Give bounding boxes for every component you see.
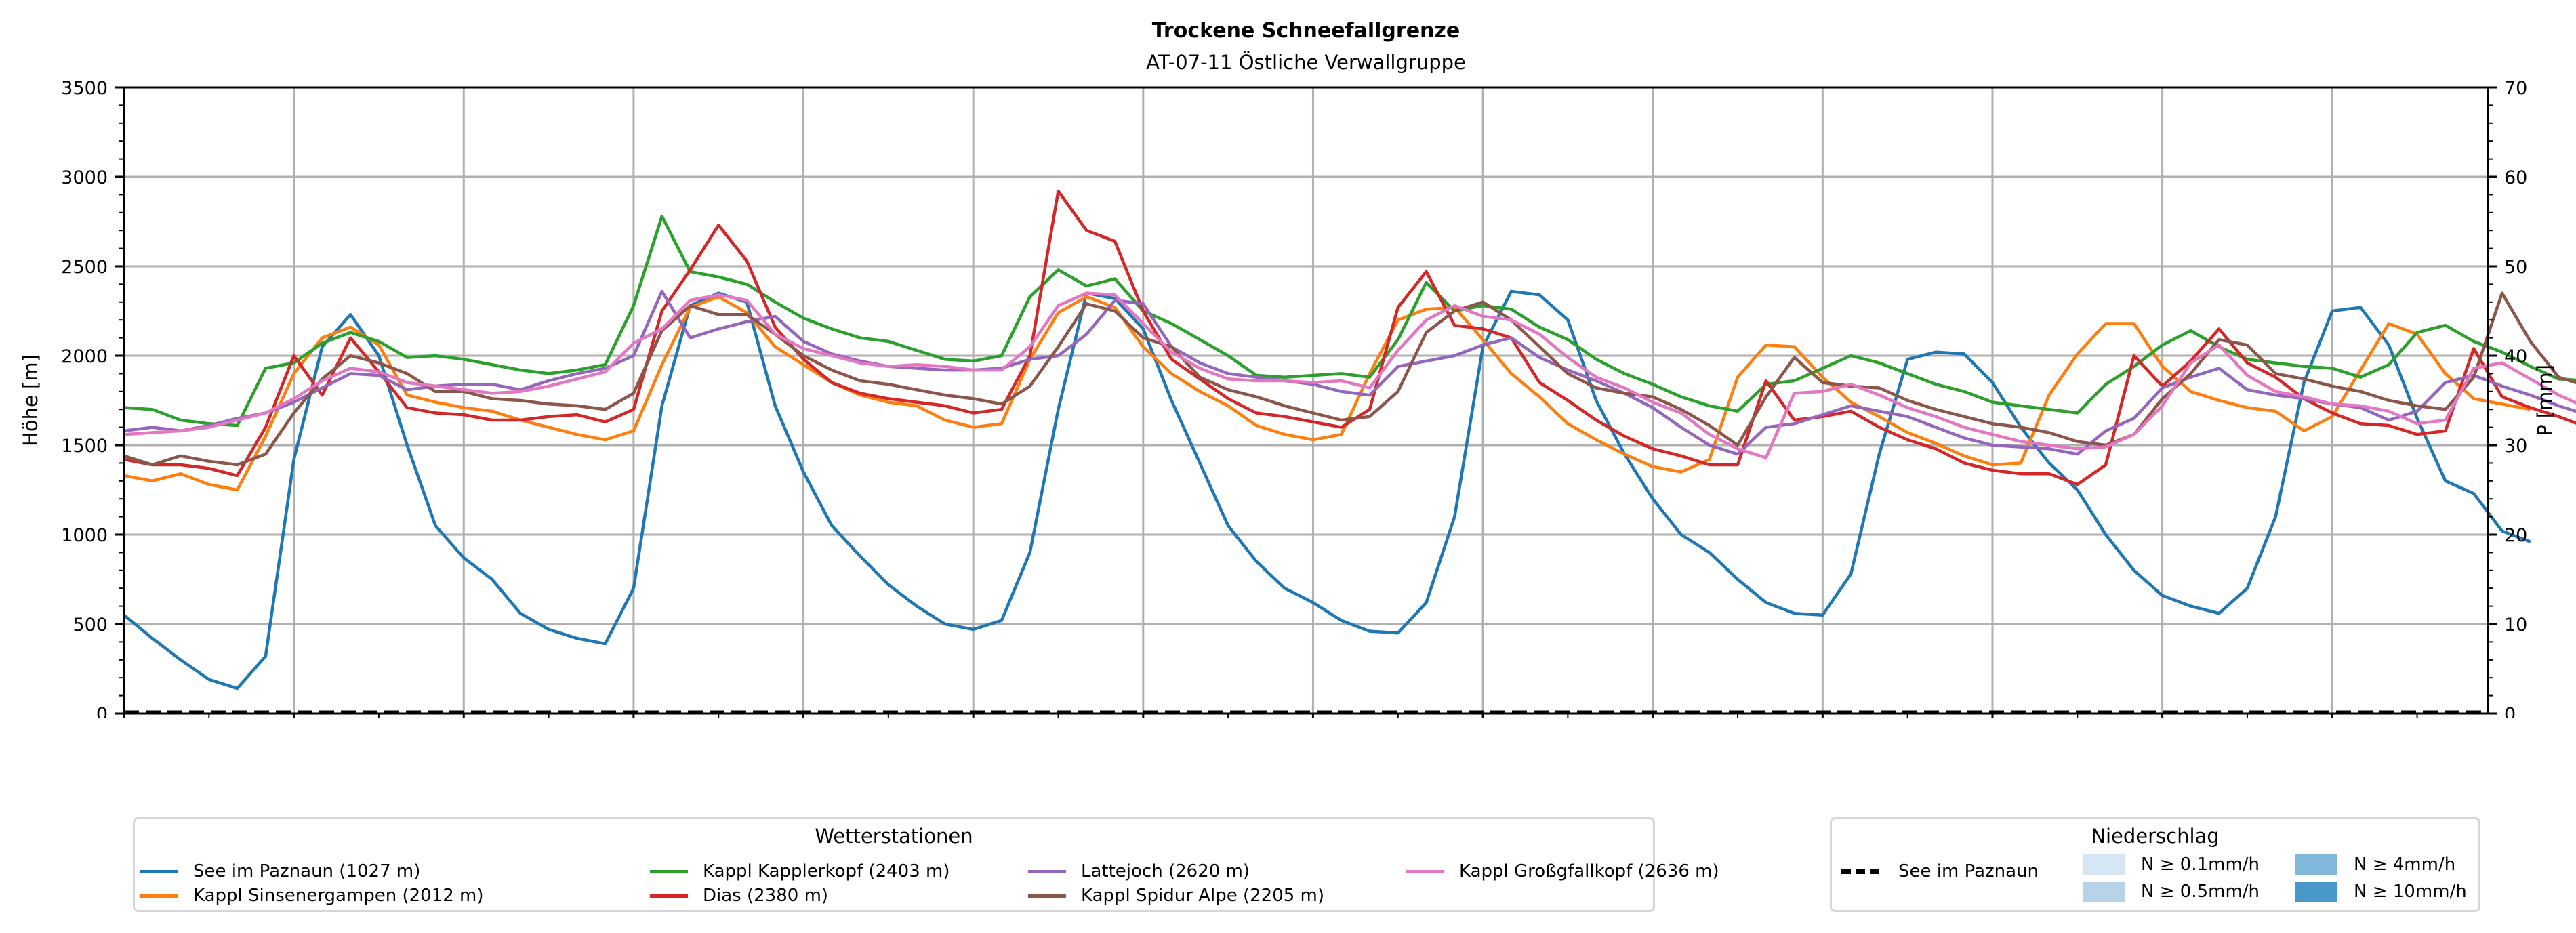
series-lines (123, 189, 2576, 690)
y-tick-label: 3500 (61, 78, 108, 99)
legend-item-station: See im Paznaun (1027 m) (140, 861, 420, 882)
legend-item-station: Kappl Großgfallkopf (2636 m) (1406, 861, 1719, 882)
legend-label: Kappl Kapplerkopf (2403 m) (703, 861, 950, 882)
y-tick-label: 3000 (61, 167, 108, 188)
legend-item-station: Kappl Kapplerkopf (2403 m) (650, 861, 949, 882)
grid (124, 87, 2488, 713)
series-line-6 (123, 291, 2576, 459)
y-tick-label: 1000 (61, 525, 108, 546)
y-tick-label: 2500 (61, 257, 108, 278)
y-axis-left: 0 500 1000 1500 2000 2500 3000 3500 (61, 78, 2493, 718)
y-tick-label: 1500 (61, 436, 108, 457)
legend-item-station: Kappl Sinsenergampen (2012 m) (140, 886, 484, 906)
y-tick-label-right: 10 (2504, 615, 2527, 636)
legend-item-precip: N ≥ 10mm/h (2295, 882, 2467, 902)
x-axis: 05.Mar00:0005.Mar12:0006.Mar00:0006.Mar1… (123, 713, 2418, 718)
chart: Trockene Schneefallgrenze AT-07-11 Östli… (19, 19, 2576, 718)
legend-item-precip: N ≥ 0.5mm/h (2083, 882, 2260, 902)
series-line-4 (123, 289, 2576, 456)
series-line-5 (123, 291, 2576, 467)
legend-precip-title: Niederschlag (2091, 825, 2220, 848)
legend-label: Dias (2380 m) (703, 886, 829, 906)
legend-patch-swatch (2083, 854, 2125, 875)
legend-item-station: Kappl Spidur Alpe (2205 m) (1028, 886, 1324, 906)
legend-label: Kappl Großgfallkopf (2636 m) (1459, 861, 1719, 882)
legend-label: N ≥ 0.5mm/h (2141, 882, 2260, 902)
legend-stations-title: Wetterstationen (815, 825, 973, 848)
series-line-2 (123, 214, 2576, 428)
legend-label: Kappl Sinsenergampen (2012 m) (193, 886, 484, 906)
legend-label: N ≥ 10mm/h (2354, 882, 2467, 902)
legend-label: N ≥ 0.1mm/h (2141, 854, 2260, 875)
legend-label: See im Paznaun (1027 m) (193, 861, 421, 882)
legend-item-precip-line: See im Paznaun (1841, 861, 2039, 882)
legend-stations: Wetterstationen See im Paznaun (1027 m) K… (133, 817, 1719, 912)
legend-item-station: Dias (2380 m) (650, 886, 828, 906)
legend-item-precip: N ≥ 4mm/h (2295, 854, 2455, 875)
y-axis-label: Höhe [m] (19, 354, 42, 447)
chart-subtitle: AT-07-11 Östliche Verwallgruppe (1146, 51, 1466, 74)
legend-label: Kappl Spidur Alpe (2205 m) (1081, 886, 1325, 906)
y-axis-label-right: P [mm] (2533, 365, 2556, 436)
dashed-line-icon (1841, 869, 1879, 874)
legend-item-station: Lattejoch (2620 m) (1028, 861, 1250, 882)
y-tick-label-right: 0 (2504, 704, 2516, 718)
legend-label: N ≥ 4mm/h (2354, 854, 2456, 875)
series-line-1 (123, 295, 2531, 492)
y-tick-label-right: 20 (2504, 525, 2527, 546)
y-axis-right: 0 10 20 30 40 50 60 70 (2488, 78, 2527, 718)
legend-line-swatch (650, 869, 688, 873)
y-tick-label-right: 50 (2504, 257, 2527, 278)
legend-precip: Niederschlag See im Paznaun N ≥ 0.1mm/h N… (1830, 817, 2480, 912)
plot-frame (123, 86, 2489, 715)
legend-line-swatch (1028, 894, 1066, 898)
legend-line-swatch (140, 894, 178, 898)
legend-label: Lattejoch (2620 m) (1081, 861, 1250, 882)
legend-label: See im Paznaun (1898, 861, 2039, 882)
series-line-0 (123, 289, 2531, 690)
chart-title: Trockene Schneefallgrenze (1152, 19, 1460, 43)
legend-item-precip: N ≥ 0.1mm/h (2083, 854, 2260, 875)
y-tick-label: 500 (73, 615, 108, 636)
y-tick-label-right: 40 (2504, 346, 2527, 367)
y-tick-label: 2000 (61, 346, 108, 367)
y-tick-label-right: 30 (2504, 436, 2527, 457)
y-tick-label: 0 (96, 704, 108, 718)
series-line-3 (123, 189, 2576, 486)
legend-line-swatch (1028, 869, 1066, 873)
legend-line-swatch (140, 869, 178, 873)
y-tick-label-right: 70 (2504, 78, 2527, 99)
y-tick-label-right: 60 (2504, 167, 2527, 188)
legend-line-swatch (1406, 869, 1444, 873)
legend-line-swatch (650, 894, 688, 898)
legend-patch-swatch (2083, 882, 2125, 902)
legend-patch-swatch (2295, 882, 2337, 902)
legend-patch-swatch (2295, 854, 2337, 875)
